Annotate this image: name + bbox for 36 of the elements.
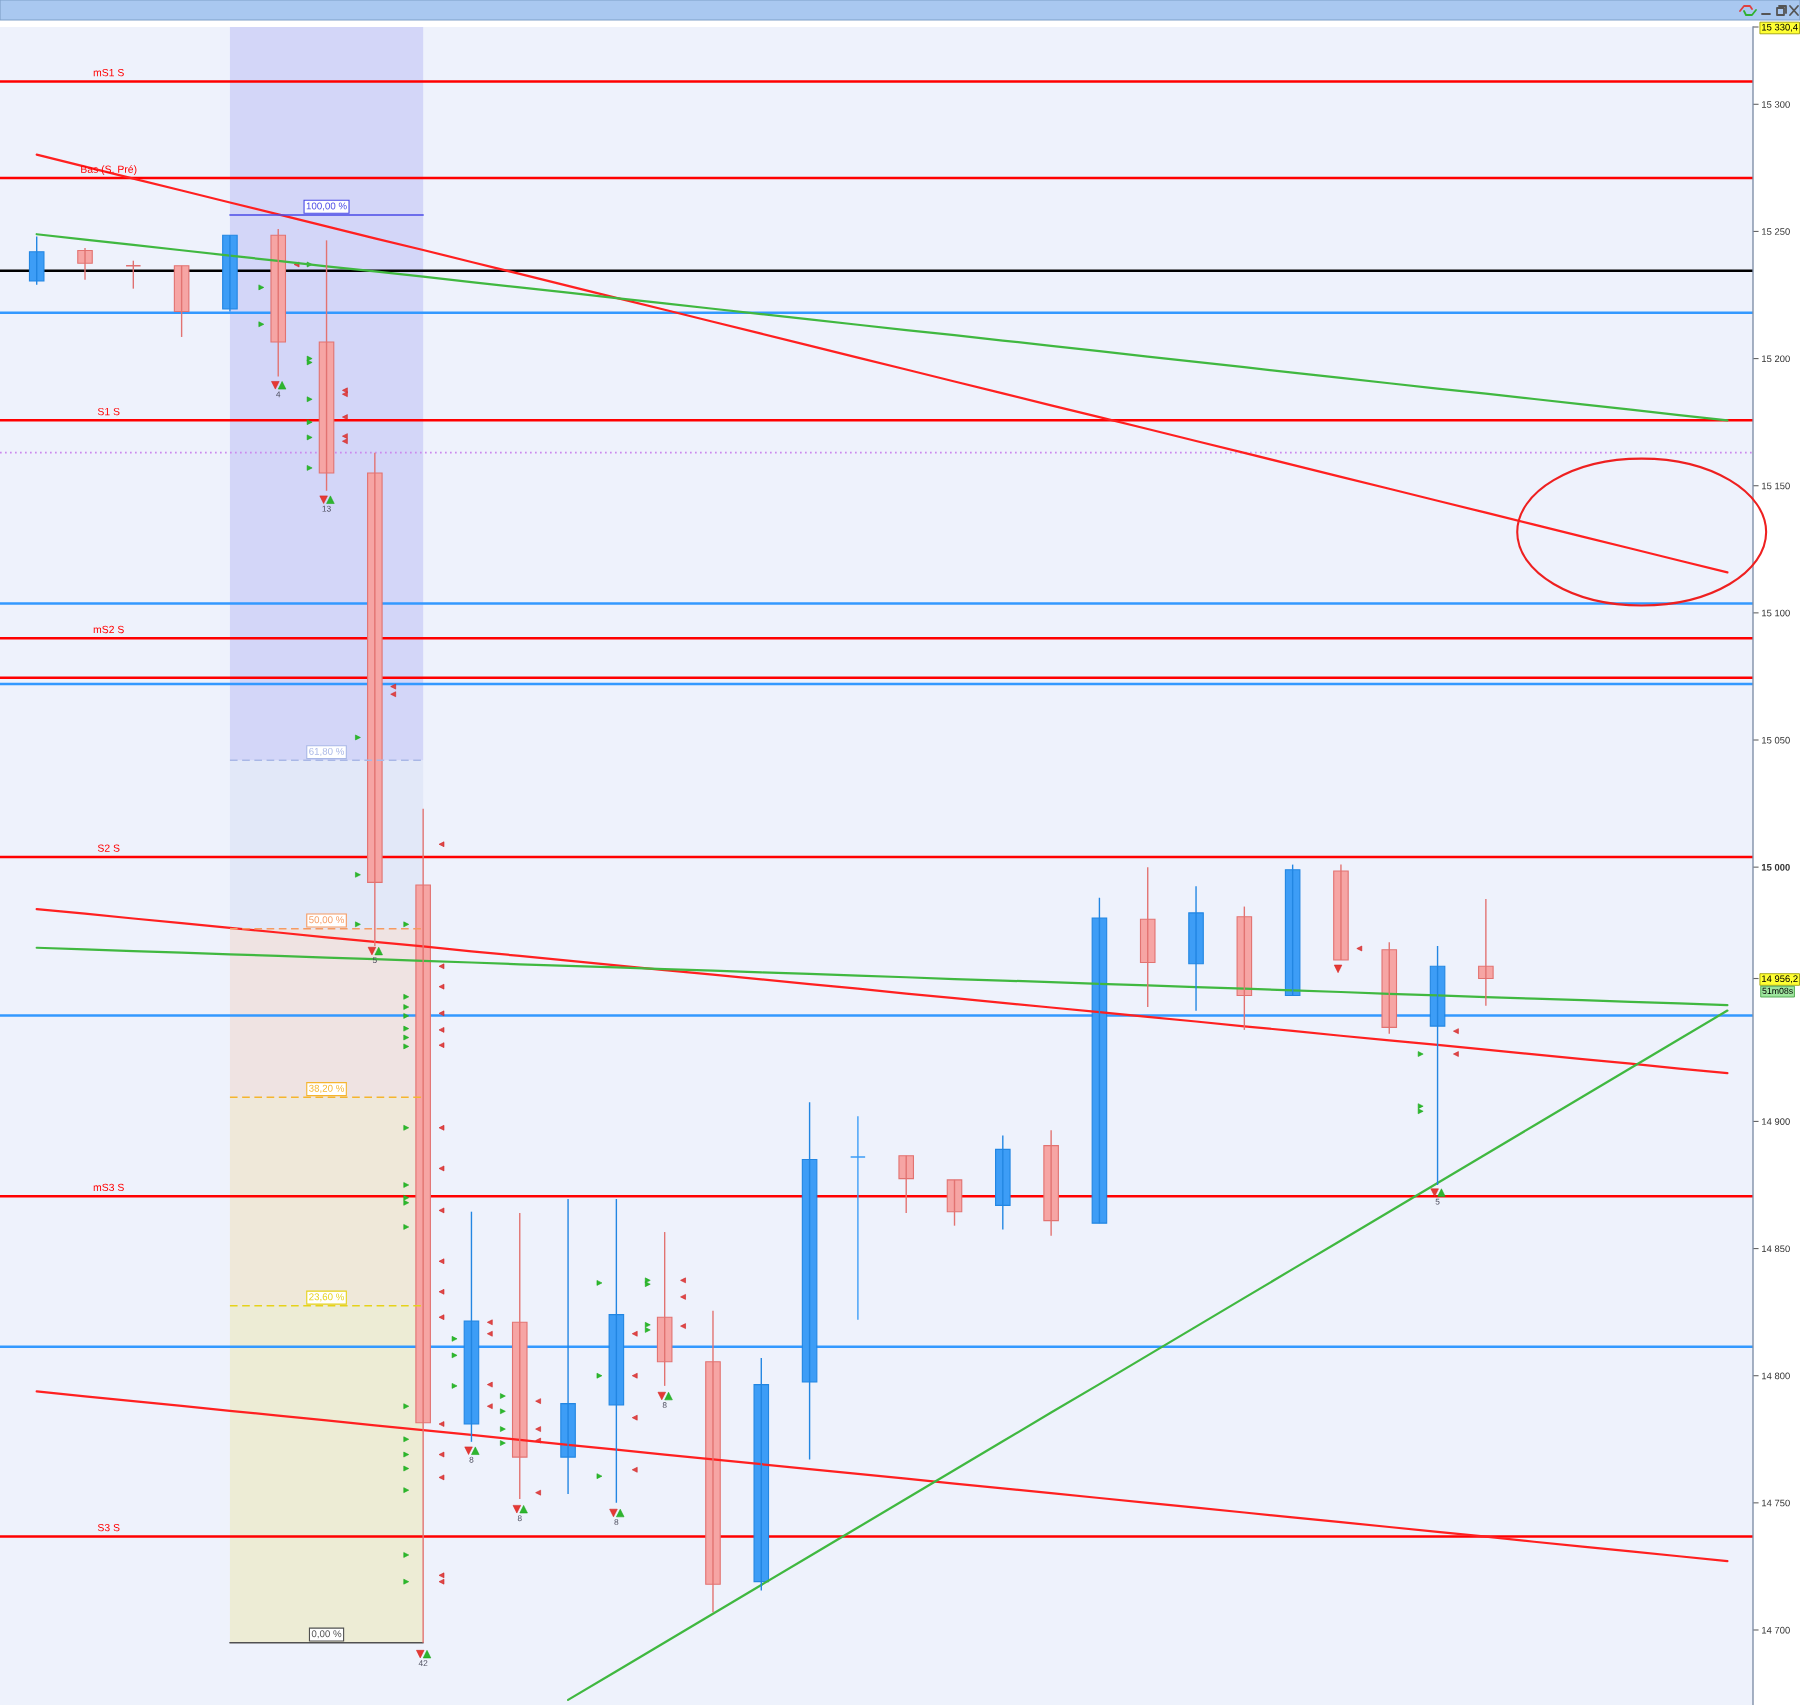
y-tick-label: 15 000 <box>1761 863 1790 871</box>
y-tick-label: 15 330,4 <box>1762 23 1798 32</box>
annotation: 8 <box>517 1515 522 1522</box>
annotation: 42 <box>418 1660 428 1667</box>
y-tick-label: 15 150 <box>1762 482 1790 490</box>
y-tick-label: 14 750 <box>1762 1499 1790 1507</box>
series-label: 61,80 % <box>309 747 345 756</box>
series-label: 50,00 % <box>309 916 345 925</box>
y-tick-label: 14 900 <box>1762 1118 1790 1125</box>
annotation: 13 <box>322 505 331 512</box>
ref-line-label: S1 S <box>97 407 120 416</box>
ref-line-label: S3 S <box>97 1523 120 1532</box>
series-label: 0,00 % <box>311 1630 342 1639</box>
y-tick-label: 15 300 <box>1762 101 1790 108</box>
annotation: 8 <box>469 1456 474 1463</box>
annotation: 5 <box>1435 1198 1440 1205</box>
series-label: 23,60 % <box>309 1293 345 1302</box>
ref-line-label: mS3 S <box>93 1183 124 1192</box>
annotation: 8 <box>662 1402 667 1408</box>
annotation: 8 <box>614 1519 619 1525</box>
y-tick-label: 15 200 <box>1762 355 1790 363</box>
annotation: 5 <box>372 957 377 964</box>
y-tick-label: 14 850 <box>1762 1245 1790 1253</box>
ref-line-label: mS1 S <box>93 68 124 77</box>
ref-line-label: S2 S <box>97 844 120 852</box>
series-label: 38,20 % <box>309 1084 345 1093</box>
text: 51m08s <box>1762 987 1793 994</box>
y-tick-label: 14 800 <box>1762 1372 1790 1380</box>
y-tick-label: 14 956,2 <box>1762 975 1798 984</box>
y-tick-label: 15 050 <box>1762 736 1790 744</box>
y-tick-label: 15 100 <box>1762 609 1790 617</box>
annotation: 4 <box>276 391 281 398</box>
y-tick-label: 15 250 <box>1762 228 1790 235</box>
y-tick-label: 14 700 <box>1762 1626 1790 1634</box>
series-label: 100,00 % <box>306 202 347 211</box>
ref-line-label: mS2 S <box>93 625 124 634</box>
